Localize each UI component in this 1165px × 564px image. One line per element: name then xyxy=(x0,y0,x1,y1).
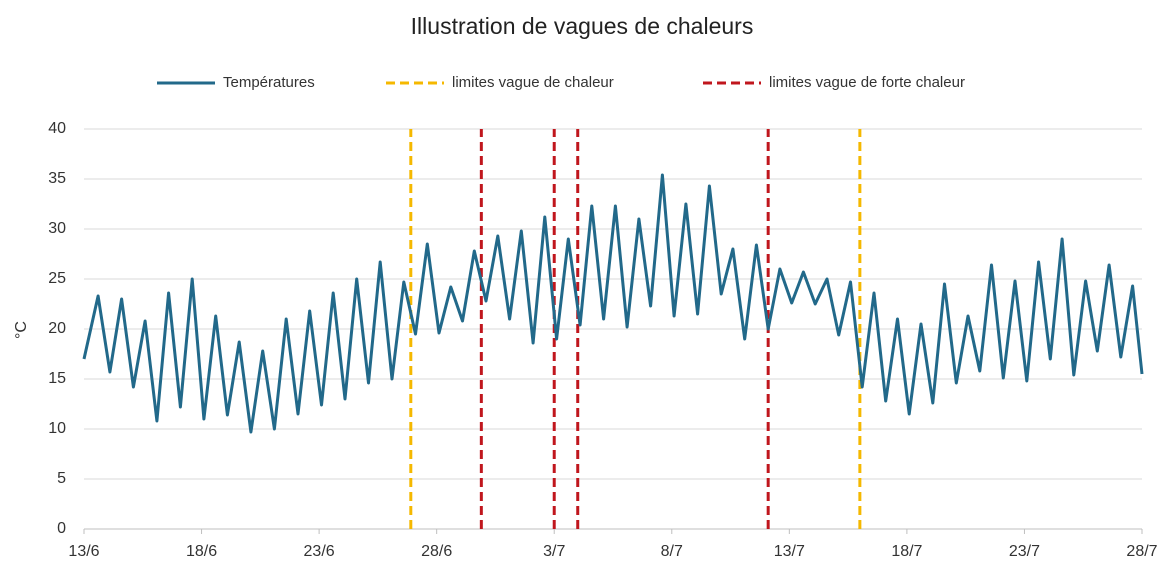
y-tick-label: 0 xyxy=(57,520,66,537)
y-tick-label: 5 xyxy=(57,470,66,487)
x-tick-label: 18/6 xyxy=(186,543,217,560)
x-tick-label: 23/6 xyxy=(304,543,335,560)
y-tick-label: 35 xyxy=(48,170,66,187)
y-tick-label: 15 xyxy=(48,370,66,387)
y-tick-label: 20 xyxy=(48,320,66,337)
y-tick-label: 10 xyxy=(48,420,66,437)
legend-label: Températures xyxy=(223,74,315,91)
x-tick-label: 8/7 xyxy=(661,543,683,560)
chart-title: Illustration de vagues de chaleurs xyxy=(411,13,754,39)
x-tick-label: 3/7 xyxy=(543,543,565,560)
y-tick-label: 40 xyxy=(48,120,66,137)
x-tick-label: 13/6 xyxy=(68,543,99,560)
temperature-line xyxy=(82,173,1144,434)
y-tick-label: 25 xyxy=(48,270,66,287)
x-tick-label: 28/6 xyxy=(421,543,452,560)
y-tick-label: 30 xyxy=(48,220,66,237)
legend-label: limites vague de forte chaleur xyxy=(769,74,965,91)
x-tick-label: 23/7 xyxy=(1009,543,1040,560)
x-tick-label: 13/7 xyxy=(774,543,805,560)
y-axis-label: °C xyxy=(13,321,30,339)
x-tick-label: 18/7 xyxy=(891,543,922,560)
x-tick-label: 28/7 xyxy=(1126,543,1157,560)
legend-label: limites vague de chaleur xyxy=(452,74,614,91)
